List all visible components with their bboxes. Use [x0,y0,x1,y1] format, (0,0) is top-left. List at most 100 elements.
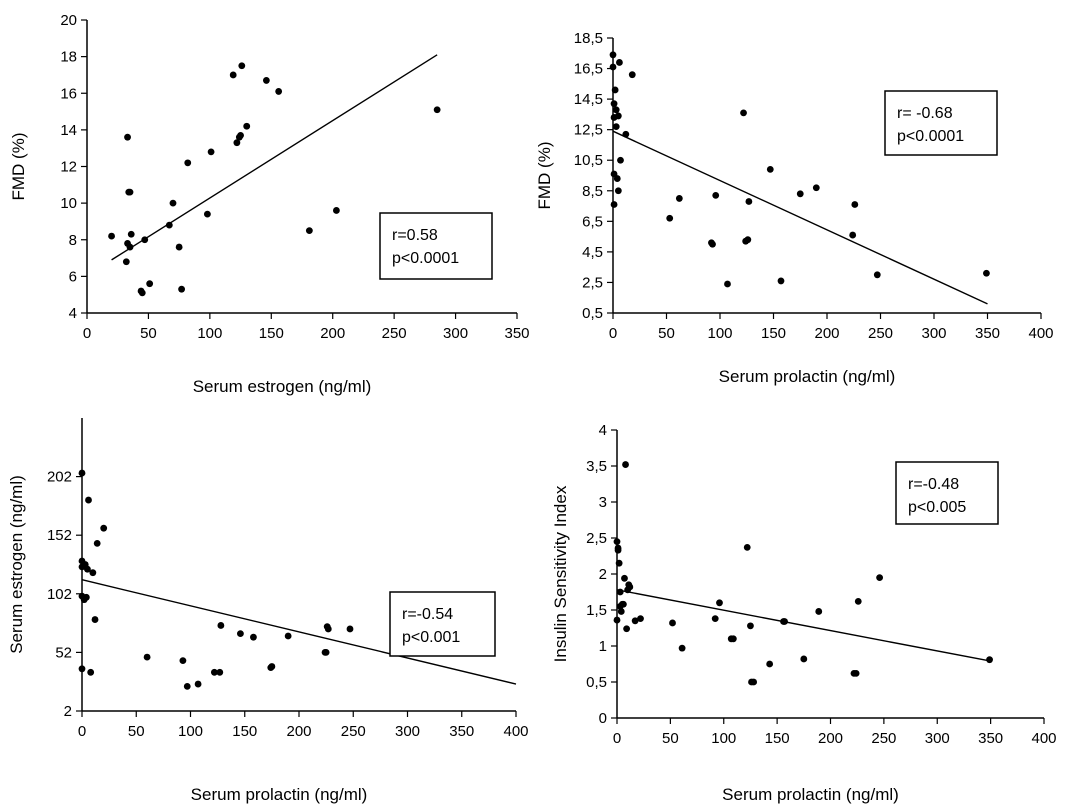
data-point [740,109,747,117]
x-tick-label: 350 [978,730,1003,747]
data-point [620,600,627,608]
data-point [766,660,774,668]
x-tick-label: 50 [662,730,679,747]
data-point [613,175,621,182]
data-point [613,538,621,545]
x-tick-label: 0 [83,325,91,342]
y-tick-label: 2 [64,703,72,720]
y-tick-label: 14 [60,122,77,139]
y-tick-label: 1 [599,638,607,655]
data-point [243,122,251,130]
x-tick-label: 400 [1031,730,1056,747]
y-tick-label: 4 [69,305,77,322]
data-point [184,159,192,167]
x-axis-title: Serum estrogen (ng/ml) [193,377,372,396]
data-point [622,130,630,138]
data-point [617,608,625,615]
data-point [614,187,622,195]
data-point [165,221,173,229]
data-point [777,277,785,285]
x-axis-title: Serum prolactin (ng/ml) [191,785,368,804]
data-point [333,207,340,214]
y-tick-label: 2 [599,566,607,583]
y-tick-label: 10,5 [574,152,603,169]
data-point [122,258,130,266]
data-point [623,625,631,633]
data-point [229,71,237,79]
data-point [284,632,292,640]
data-point [611,86,619,94]
data-point [233,139,241,147]
y-tick-label: 4,5 [582,244,603,261]
data-point [100,524,108,532]
data-point [237,131,244,139]
data-point [621,574,628,582]
y-axis-title: Insulin Sensitivity Index [551,485,570,662]
data-point [876,574,884,581]
data-point [322,649,330,656]
data-point [93,540,101,547]
regression-line [81,579,517,685]
p-value-label: p<0.0001 [392,250,459,267]
data-point [724,280,731,288]
data-point [729,635,737,643]
data-point [983,269,990,277]
y-tick-label: 8,5 [582,183,603,200]
y-tick-label: 12 [60,159,77,176]
x-tick-label: 300 [443,325,468,342]
data-point [124,133,131,141]
data-point [610,100,618,108]
data-point [126,188,134,196]
data-point [666,214,674,222]
y-tick-label: 6 [69,268,77,285]
x-tick-label: 0 [78,723,86,740]
data-point [78,469,86,477]
y-tick-label: 3 [599,494,607,511]
x-tick-label: 150 [232,723,257,740]
data-point [616,588,624,596]
x-tick-label: 100 [178,723,203,740]
x-tick-label: 200 [320,325,345,342]
data-point [852,669,860,677]
data-point [169,199,177,207]
y-tick-label: 20 [60,12,77,29]
data-point [745,198,753,205]
y-tick-label: 0,5 [586,674,607,691]
data-point [612,123,620,131]
data-point [204,210,211,218]
y-tick-label: 14,5 [574,91,603,108]
y-tick-label: 16 [60,85,77,102]
x-tick-label: 100 [707,325,732,342]
data-point [614,546,622,554]
data-point [716,599,723,607]
x-tick-label: 350 [449,723,474,740]
x-tick-label: 50 [658,325,675,342]
data-point [747,622,754,630]
data-point [127,230,135,238]
data-point [324,625,332,633]
data-point [262,77,270,84]
x-tick-label: 200 [286,723,311,740]
x-axis-title: Serum prolactin (ng/ml) [722,785,899,804]
data-point [609,51,617,59]
chart-panel-1: 0 50 100 150 200 250 300 350 4 6 8 10 12 14 16 18 20 Seru… [9,12,530,396]
correlation-label: r=-0.54 [402,606,453,623]
data-point [217,622,225,629]
data-point [143,653,151,661]
data-point [750,678,758,686]
data-point [796,190,804,198]
y-tick-label: 3,5 [586,458,607,475]
regression-line [612,130,988,305]
data-point [617,156,624,164]
data-point [238,62,246,70]
data-point [146,280,154,288]
stats-box [389,591,496,657]
y-tick-label: 102 [47,586,72,603]
data-point [85,496,92,504]
data-point [766,165,774,173]
data-point [812,184,820,192]
x-tick-label: 150 [765,730,790,747]
x-tick-label: 250 [868,325,893,342]
data-point [275,88,283,95]
x-tick-label: 300 [395,723,420,740]
